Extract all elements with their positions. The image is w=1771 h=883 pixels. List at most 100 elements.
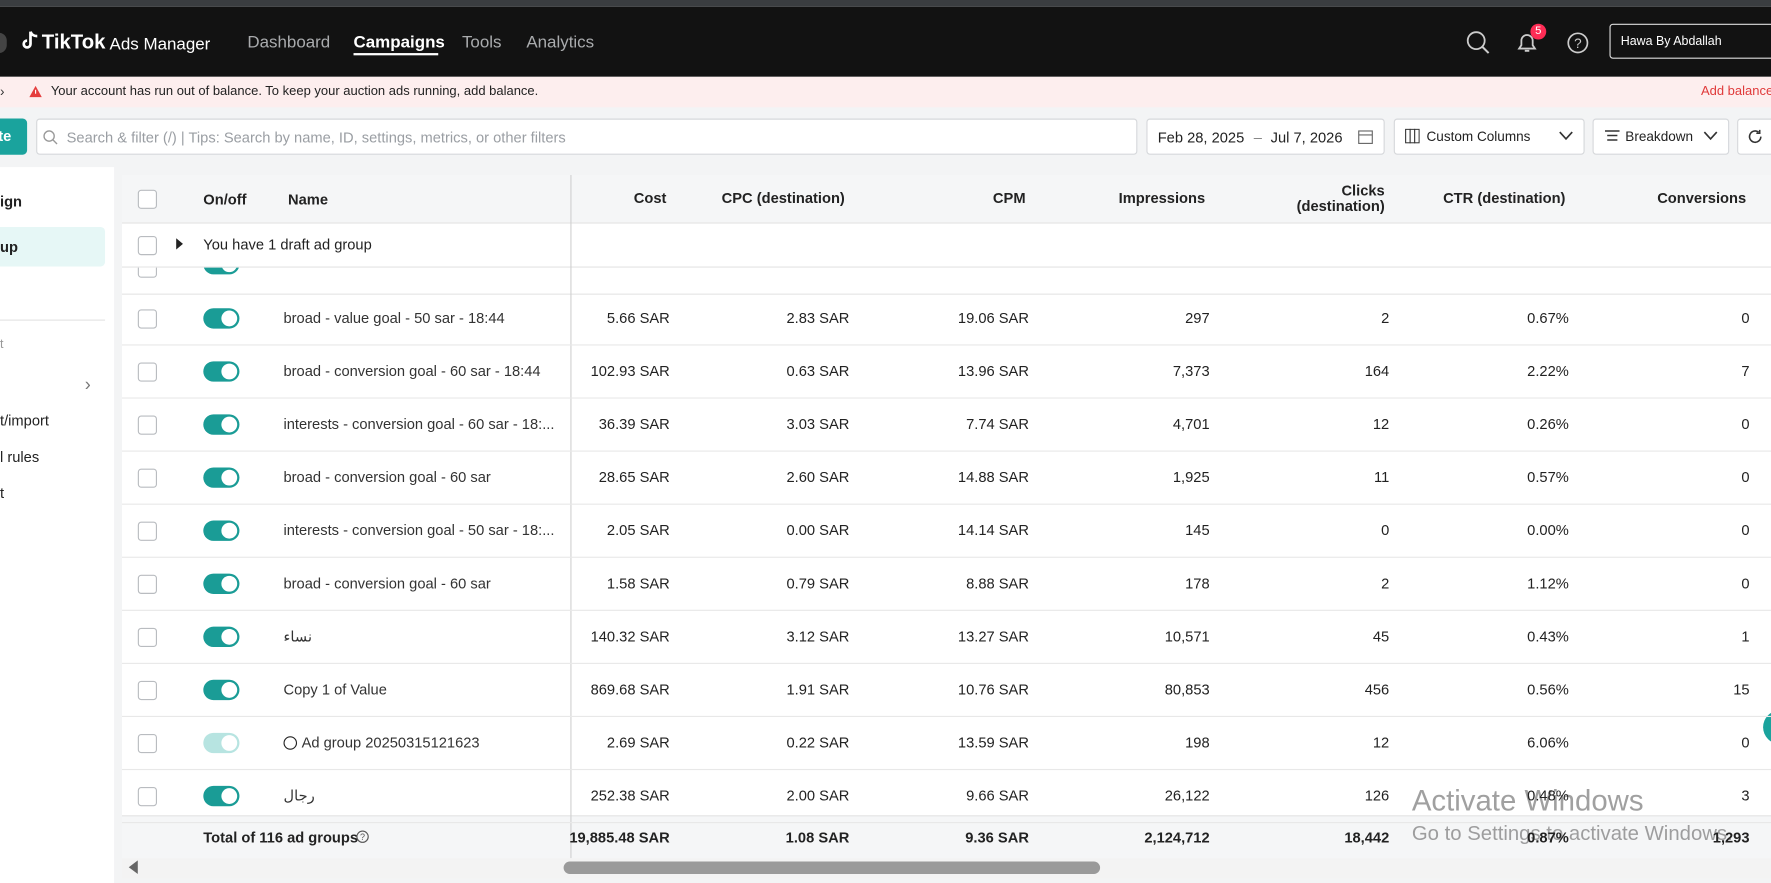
status-toggle[interactable] xyxy=(203,679,240,701)
sidebar-item[interactable]: up xyxy=(0,238,18,256)
ad-group-name[interactable]: interests - conversion goal - 60 sar - 1… xyxy=(283,415,555,433)
balance-banner xyxy=(0,76,1771,108)
row-checkbox[interactable] xyxy=(137,574,157,594)
metric-cell: 456 xyxy=(1364,680,1390,698)
metric-cell: 2 xyxy=(1381,574,1390,592)
logo: TikTok xyxy=(41,30,106,54)
column-header[interactable]: CPM xyxy=(992,189,1026,207)
status-toggle[interactable] xyxy=(203,414,240,435)
sidebar-item[interactable]: t xyxy=(0,337,4,352)
create-button[interactable]: te xyxy=(0,118,28,155)
metric-cell: 164 xyxy=(1364,362,1390,380)
metric-cell: 252.38 SAR xyxy=(590,787,670,804)
row-checkbox[interactable] xyxy=(137,468,157,488)
info-icon[interactable]: ? xyxy=(356,830,370,844)
metric-cell: 0.00% xyxy=(1527,521,1569,539)
nav-link[interactable]: Dashboard xyxy=(247,32,331,52)
refresh-button[interactable] xyxy=(1737,118,1771,155)
total-cell: 0.87% xyxy=(1527,828,1569,846)
row-checkbox[interactable] xyxy=(137,362,157,382)
row-checkbox[interactable] xyxy=(137,309,157,329)
account-selector[interactable]: Hawa By Abdallah xyxy=(1609,23,1771,59)
date-picker[interactable] xyxy=(1146,118,1385,155)
add-balance-link[interactable]: Add balance xyxy=(1700,84,1771,99)
metric-cell: 10,571 xyxy=(1164,627,1210,645)
column-header[interactable]: Name xyxy=(288,190,329,208)
bell-icon[interactable] xyxy=(1516,30,1539,55)
breakdown-button[interactable] xyxy=(1592,118,1730,155)
ad-group-name[interactable]: Copy 1 of Value xyxy=(283,680,387,698)
column-header[interactable]: Impressions xyxy=(1118,189,1206,207)
expand-icon[interactable] xyxy=(175,238,184,250)
metric-cell: 10.76 SAR xyxy=(957,680,1029,698)
help-icon[interactable]: ? xyxy=(1567,32,1590,55)
calendar-icon xyxy=(1358,130,1373,144)
ad-group-name[interactable]: broad - conversion goal - 60 sar - 18:44 xyxy=(283,362,541,380)
column-header[interactable]: CTR (destination) xyxy=(1443,189,1566,207)
ad-group-name[interactable]: نساء xyxy=(283,627,313,645)
watermark-title: Activate Windows xyxy=(1411,783,1644,818)
search-box[interactable] xyxy=(36,118,1138,155)
chevron[interactable]: › xyxy=(84,376,91,396)
status-toggle[interactable] xyxy=(203,573,240,594)
metric-cell: 7 xyxy=(1741,362,1750,380)
row-checkbox[interactable] xyxy=(137,733,157,754)
draft-checkbox[interactable] xyxy=(137,235,157,256)
row-checkbox[interactable] xyxy=(137,415,157,435)
table xyxy=(121,175,1771,859)
scroll-left[interactable] xyxy=(128,860,139,874)
column-header[interactable]: On/off xyxy=(203,190,247,208)
nav-link[interactable]: Campaigns xyxy=(353,32,445,52)
refresh-icon xyxy=(1748,129,1762,144)
ad-group-name[interactable]: broad - conversion goal - 60 sar xyxy=(283,468,491,486)
status-toggle[interactable] xyxy=(203,520,240,541)
status-toggle[interactable] xyxy=(203,308,240,329)
notification-badge: 5 xyxy=(1530,23,1547,40)
metric-cell: 19.06 SAR xyxy=(957,309,1029,327)
ad-group-name[interactable]: interests - conversion goal - 50 sar - 1… xyxy=(283,521,555,539)
status-toggle[interactable] xyxy=(203,785,240,807)
column-header[interactable]: Cost xyxy=(633,189,667,207)
banner-chevron[interactable]: › xyxy=(0,83,5,100)
dropdown-arrow xyxy=(1559,131,1573,141)
status-toggle[interactable] xyxy=(203,467,240,488)
column-header[interactable]: Conversions xyxy=(1657,189,1747,207)
search-icon[interactable] xyxy=(1466,30,1491,55)
status-toggle[interactable] xyxy=(203,626,240,648)
floating-button[interactable] xyxy=(1763,710,1771,745)
window-bar xyxy=(0,0,1771,7)
scrollbar-thumb[interactable] xyxy=(563,861,1101,874)
row-checkbox[interactable] xyxy=(137,787,157,807)
sidebar-divider xyxy=(0,319,106,321)
metric-cell: 0.79 SAR xyxy=(786,574,850,592)
row-checkbox[interactable] xyxy=(137,627,157,648)
back-button[interactable] xyxy=(0,32,7,54)
column-header[interactable]: Clicks (destination) xyxy=(1296,181,1385,215)
watermark-subtitle: Go to Settings to activate Windows. xyxy=(1411,822,1733,845)
sidebar-item[interactable]: l rules xyxy=(0,448,40,466)
metric-cell: 0.56% xyxy=(1527,680,1569,698)
column-header[interactable]: CPC (destination) xyxy=(721,189,845,207)
sidebar-item[interactable]: ign xyxy=(0,193,23,211)
ad-group-name[interactable]: Ad group 20250315121623 xyxy=(301,733,480,751)
ad-group-name[interactable]: broad - conversion goal - 60 sar xyxy=(283,574,491,592)
metric-cell: 13.96 SAR xyxy=(957,362,1029,380)
metric-cell: 0.22 SAR xyxy=(786,733,850,751)
ad-group-name[interactable]: رجال xyxy=(283,787,315,804)
metric-cell: 0.63 SAR xyxy=(786,362,850,380)
sidebar-item[interactable]: t/import xyxy=(0,412,49,430)
metric-cell: 12 xyxy=(1372,415,1390,433)
dropdown-arrow xyxy=(1703,131,1718,141)
nav-link[interactable]: Analytics xyxy=(526,32,595,52)
metric-cell: 3.12 SAR xyxy=(786,627,850,645)
metric-cell: 145 xyxy=(1185,521,1210,539)
total-cell: 19,885.48 SAR xyxy=(569,828,670,846)
select-all-checkbox[interactable] xyxy=(137,189,157,209)
ad-group-name[interactable]: broad - value goal - 50 sar - 18:44 xyxy=(283,309,505,327)
nav-link[interactable]: Tools xyxy=(461,32,502,52)
row-checkbox[interactable] xyxy=(137,680,157,701)
row-checkbox[interactable] xyxy=(137,521,157,541)
status-toggle[interactable] xyxy=(203,361,240,382)
custom-columns-button[interactable] xyxy=(1393,118,1585,155)
sidebar-item[interactable]: t xyxy=(0,484,5,502)
